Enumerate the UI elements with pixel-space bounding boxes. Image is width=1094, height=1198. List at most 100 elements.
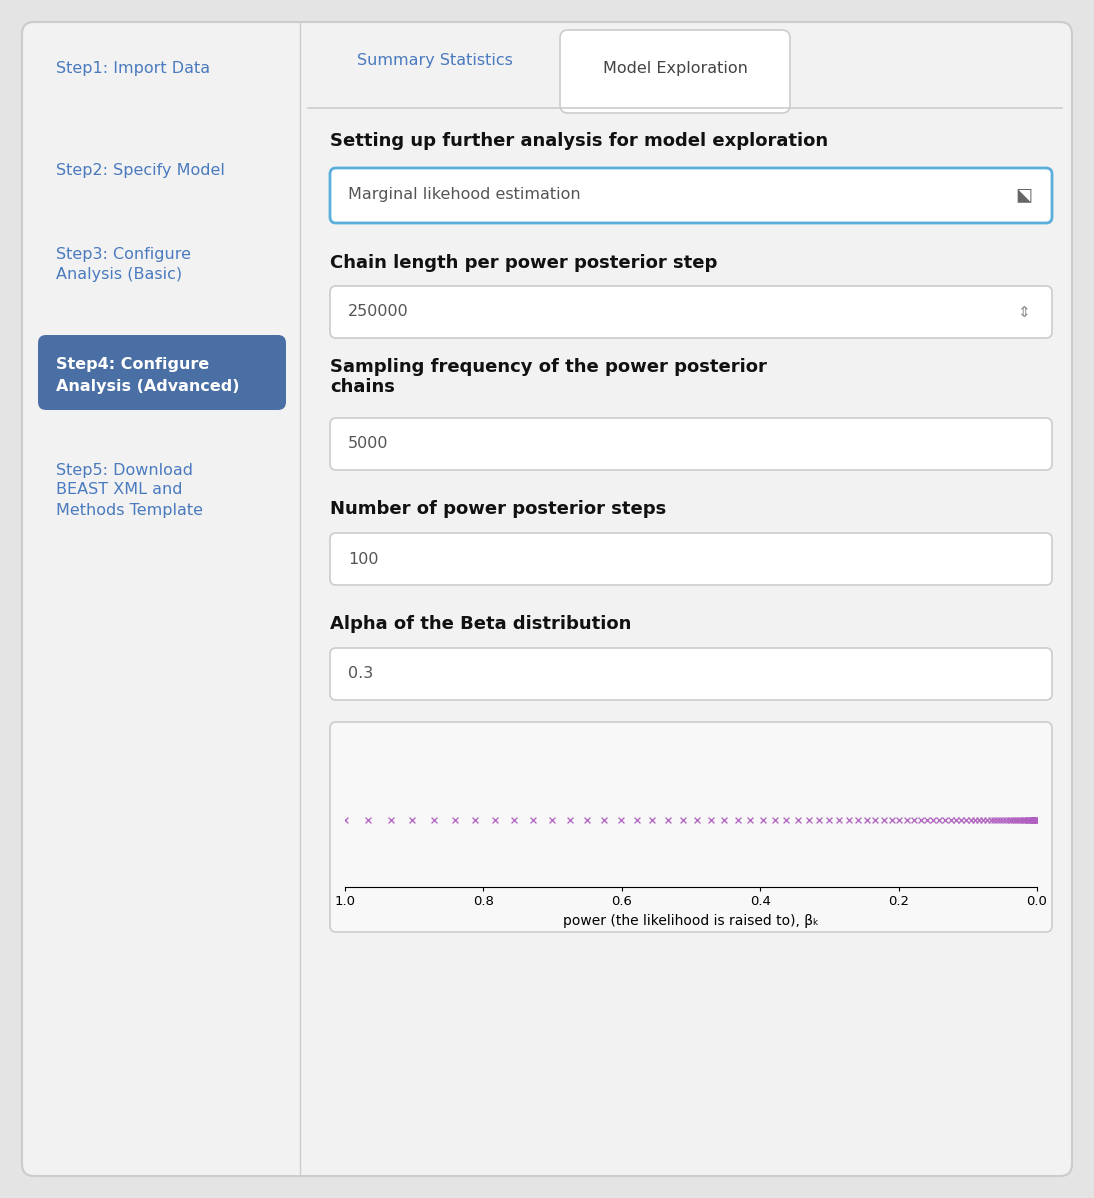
- Point: [918, 810, 935, 829]
- Point: [729, 810, 746, 829]
- Point: [998, 810, 1015, 829]
- Point: [766, 810, 783, 829]
- Point: [1027, 810, 1045, 829]
- Point: [1006, 810, 1024, 829]
- FancyBboxPatch shape: [22, 22, 1072, 1176]
- Point: [957, 810, 975, 829]
- Point: [1002, 810, 1020, 829]
- Point: [991, 810, 1009, 829]
- Point: [1024, 810, 1041, 829]
- Point: [989, 810, 1006, 829]
- Point: [970, 810, 988, 829]
- Point: [754, 810, 771, 829]
- Point: [466, 810, 484, 829]
- Point: [911, 810, 929, 829]
- Point: [688, 810, 706, 829]
- Point: [1015, 810, 1033, 829]
- Point: [820, 810, 838, 829]
- Point: [1024, 810, 1041, 829]
- Point: [789, 810, 806, 829]
- Point: [382, 810, 399, 829]
- Point: [715, 810, 733, 829]
- Point: [898, 810, 916, 829]
- Point: [1028, 810, 1046, 829]
- Point: [643, 810, 661, 829]
- FancyBboxPatch shape: [330, 533, 1052, 585]
- FancyBboxPatch shape: [330, 286, 1052, 338]
- Point: [1012, 810, 1029, 829]
- Point: [1009, 810, 1026, 829]
- Point: [978, 810, 996, 829]
- Point: [446, 810, 464, 829]
- Point: [883, 810, 900, 829]
- Point: [936, 810, 954, 829]
- Point: [1028, 810, 1046, 829]
- Point: [612, 810, 629, 829]
- Point: [1021, 810, 1038, 829]
- Point: [975, 810, 992, 829]
- Point: [1028, 810, 1046, 829]
- Point: [840, 810, 858, 829]
- Point: [1028, 810, 1046, 829]
- Text: ⬕: ⬕: [1015, 186, 1033, 204]
- Point: [1027, 810, 1045, 829]
- Point: [966, 810, 984, 829]
- Point: [947, 810, 965, 829]
- Point: [905, 810, 922, 829]
- Text: Analysis (Basic): Analysis (Basic): [56, 267, 182, 283]
- Point: [1020, 810, 1037, 829]
- Point: [1028, 810, 1046, 829]
- Point: [1028, 810, 1046, 829]
- Text: Number of power posterior steps: Number of power posterior steps: [330, 500, 666, 518]
- Point: [742, 810, 759, 829]
- Point: [931, 810, 948, 829]
- Text: 0.3: 0.3: [348, 666, 373, 682]
- Point: [1016, 810, 1034, 829]
- FancyBboxPatch shape: [330, 722, 1052, 932]
- Point: [525, 810, 543, 829]
- Text: Methods Template: Methods Template: [56, 502, 203, 518]
- X-axis label: power (the likelihood is raised to), βₖ: power (the likelihood is raised to), βₖ: [563, 914, 819, 928]
- Point: [891, 810, 908, 829]
- Point: [1028, 810, 1046, 829]
- Point: [962, 810, 979, 829]
- Point: [1022, 810, 1039, 829]
- Point: [426, 810, 443, 829]
- Point: [595, 810, 613, 829]
- Point: [1026, 810, 1044, 829]
- Point: [628, 810, 645, 829]
- Point: [1027, 810, 1045, 829]
- FancyBboxPatch shape: [38, 335, 286, 410]
- Point: [336, 810, 353, 829]
- Point: [674, 810, 691, 829]
- Point: [875, 810, 893, 829]
- Point: [1025, 810, 1043, 829]
- FancyBboxPatch shape: [330, 168, 1052, 223]
- Point: [800, 810, 817, 829]
- Point: [982, 810, 1000, 829]
- Point: [404, 810, 421, 829]
- Text: Model Exploration: Model Exploration: [603, 61, 747, 77]
- Point: [505, 810, 523, 829]
- Text: Alpha of the Beta distribution: Alpha of the Beta distribution: [330, 615, 631, 633]
- Point: [1021, 810, 1038, 829]
- Point: [1027, 810, 1045, 829]
- Point: [924, 810, 942, 829]
- Point: [1027, 810, 1045, 829]
- Text: Chain length per power posterior step: Chain length per power posterior step: [330, 254, 718, 272]
- Point: [561, 810, 579, 829]
- Text: Sampling frequency of the power posterior
chains: Sampling frequency of the power posterio…: [330, 357, 767, 397]
- Point: [1028, 810, 1046, 829]
- FancyBboxPatch shape: [560, 30, 790, 113]
- Point: [1000, 810, 1017, 829]
- Point: [942, 810, 959, 829]
- Point: [1028, 810, 1046, 829]
- Point: [579, 810, 596, 829]
- Point: [866, 810, 884, 829]
- Point: [1028, 810, 1046, 829]
- Point: [1004, 810, 1022, 829]
- Text: Summary Statistics: Summary Statistics: [357, 54, 513, 68]
- Text: 5000: 5000: [348, 436, 388, 452]
- Point: [702, 810, 720, 829]
- Point: [953, 810, 970, 829]
